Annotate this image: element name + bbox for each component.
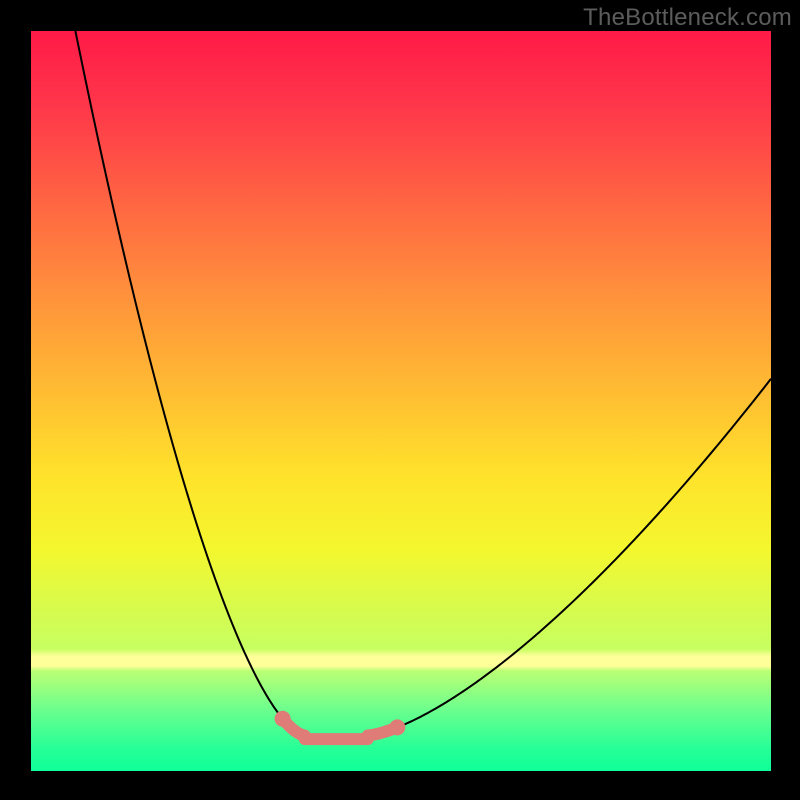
watermark-text: TheBottleneck.com	[583, 4, 792, 32]
bottleneck-chart	[0, 0, 800, 800]
chart-background	[31, 31, 771, 771]
chart-stage: TheBottleneck.com	[0, 0, 800, 800]
